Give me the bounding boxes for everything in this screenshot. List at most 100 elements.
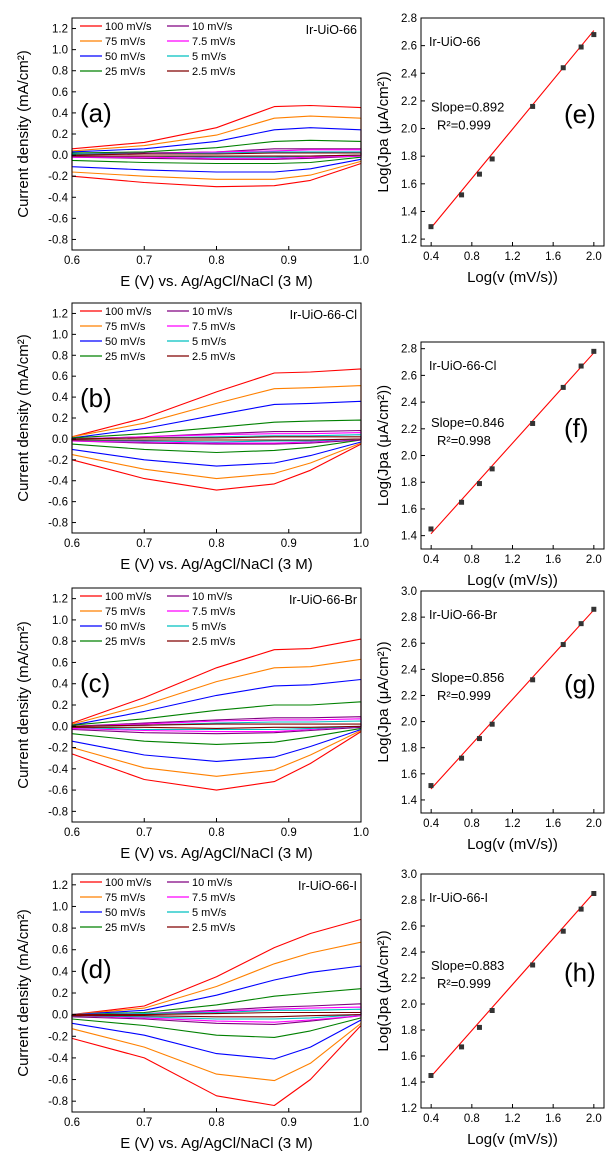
y-tick-label: -0.4	[48, 192, 68, 204]
x-tick-label: 0.4	[423, 818, 440, 830]
panel-label: (b)	[80, 383, 112, 413]
x-axis-label: Log(v (mV/s))	[467, 269, 558, 286]
fit-panel-f: 1.4 1.6 1.8 2.0 2.2 2.4 2.6 2.8 0.4 0.8 1.2 1.6 2.0 L…	[375, 341, 605, 589]
legend-label: 25 mV/s	[105, 636, 146, 648]
data-point	[459, 192, 465, 198]
cv-curve	[71, 638, 362, 791]
y-tick-label: -0.2	[48, 455, 68, 467]
slope-annotation: Slope=0.883	[431, 958, 504, 973]
sample-name: Ir-UiO-66-Br	[289, 593, 357, 607]
legend-label: 100 mV/s	[105, 877, 152, 889]
data-point	[578, 906, 584, 912]
sample-name: Ir-UiO-66	[306, 23, 357, 37]
data-point	[459, 1044, 465, 1050]
x-tick-label: 1.6	[545, 818, 561, 830]
fit-line	[430, 30, 595, 229]
data-point	[530, 420, 536, 426]
x-tick-label: 2.0	[586, 1113, 602, 1125]
slope-annotation: Slope=0.846	[431, 415, 504, 430]
x-tick-label: 0.9	[281, 538, 297, 550]
data-point	[489, 1008, 495, 1013]
data-point	[476, 1024, 482, 1030]
y-tick-label: 1.4	[401, 206, 418, 218]
legend-label: 25 mV/s	[105, 66, 146, 78]
x-tick-label: 0.7	[136, 1117, 152, 1129]
sample-name: Ir-UiO-66	[429, 35, 480, 49]
y-tick-label: -0.8	[48, 806, 68, 818]
data-point	[459, 755, 465, 761]
y-tick-label: 0.6	[52, 371, 68, 383]
y-tick-label: 1.2	[401, 1103, 417, 1115]
fit-line	[430, 609, 595, 790]
y-tick-label: -0.6	[48, 213, 68, 225]
y-tick-label: -0.8	[48, 518, 68, 530]
data-point	[591, 32, 597, 38]
x-tick-label: 1.0	[353, 255, 369, 267]
legend-label: 50 mV/s	[105, 621, 146, 633]
y-tick-label: 0.0	[52, 434, 68, 446]
cv-panel-b: -0.8 -0.6 -0.4 -0.2 0.0 0.2 0.4 0.6 0.8 1.0 1.2 0.6…	[15, 302, 369, 573]
legend-label: 7.5 mV/s	[192, 606, 236, 618]
data-point	[560, 65, 566, 71]
y-tick-label: 0.0	[52, 721, 68, 733]
y-tick-label: 0.2	[52, 413, 68, 425]
legend-label: 75 mV/s	[105, 36, 146, 48]
y-tick-label: 2.8	[401, 612, 417, 624]
legend-label: 75 mV/s	[105, 892, 146, 904]
r2-annotation: R²=0.998	[437, 433, 491, 448]
legend-label: 100 mV/s	[105, 591, 152, 603]
x-tick-label: 2.0	[586, 818, 602, 830]
legend-label: 5 mV/s	[192, 336, 227, 348]
y-tick-label: 0.8	[52, 66, 68, 78]
x-tick-label: 1.6	[545, 1113, 561, 1125]
y-axis-label: Log(Jpa (μA/cm²))	[375, 385, 392, 506]
x-tick-label: 0.8	[209, 538, 225, 550]
x-axis-label: E (V) vs. Ag/AgCl/NaCl (3 M)	[120, 1135, 313, 1152]
data-point	[591, 348, 597, 354]
x-tick-label: 1.6	[545, 554, 561, 566]
legend-label: 2.5 mV/s	[192, 636, 236, 648]
y-tick-label: 1.0	[52, 329, 68, 341]
y-tick-label: 2.2	[401, 973, 417, 985]
y-tick-label: 0.6	[52, 87, 68, 99]
cv-panel-a: -0.8 -0.6 -0.4 -0.2 0.0 0.2 0.4 0.6 0.8 1.0 1.2 0.6…	[15, 17, 369, 290]
r2-annotation: R²=0.999	[437, 688, 491, 703]
legend-label: 75 mV/s	[105, 606, 146, 618]
y-tick-label: 1.4	[401, 1077, 418, 1089]
legend-label: 100 mV/s	[105, 21, 152, 33]
y-tick-label: 2.8	[401, 895, 417, 907]
y-tick-label: 1.2	[52, 594, 68, 606]
fit-panel-g: 1.4 1.6 1.8 2.0 2.2 2.4 2.6 2.8 3.0 0.4 0.8 1.2 1.6 2…	[375, 586, 605, 853]
fit-panel-e: 1.2 1.4 1.6 1.8 2.0 2.2 2.4 2.6 2.8 0.4 0.8 1.2 1.6 2…	[375, 13, 605, 286]
x-tick-label: 0.8	[464, 251, 480, 263]
data-point	[428, 1073, 434, 1078]
data-point	[489, 721, 495, 727]
fit-line	[430, 892, 595, 1077]
panel-label: (e)	[564, 99, 596, 129]
sample-name: Ir-UiO-66-I	[429, 891, 488, 905]
x-tick-label: 0.6	[64, 1117, 80, 1129]
x-tick-label: 0.4	[423, 1113, 440, 1125]
legend-label: 7.5 mV/s	[192, 321, 236, 333]
legend-label: 50 mV/s	[105, 51, 146, 63]
y-tick-label: -0.4	[48, 1053, 68, 1065]
x-tick-label: 0.8	[464, 818, 480, 830]
y-tick-label: 1.4	[401, 531, 418, 543]
sample-name: Ir-UiO-66-Cl	[290, 308, 357, 322]
data-point	[489, 466, 495, 472]
x-tick-label: 1.6	[545, 251, 561, 263]
y-tick-label: 0.8	[52, 923, 68, 935]
y-tick-label: 1.2	[52, 308, 68, 320]
data-point	[476, 736, 482, 742]
legend-label: 5 mV/s	[192, 907, 227, 919]
y-tick-label: 2.0	[401, 717, 417, 729]
y-tick-label: 2.0	[401, 124, 417, 136]
y-tick-label: 1.6	[401, 504, 417, 516]
x-tick-label: 2.0	[586, 251, 602, 263]
data-point	[428, 224, 434, 230]
y-tick-label: 1.6	[401, 179, 417, 191]
x-axis-label: E (V) vs. Ag/AgCl/NaCl (3 M)	[120, 556, 313, 573]
y-tick-label: -0.6	[48, 785, 68, 797]
sample-name: Ir-UiO-66-Cl	[429, 359, 496, 373]
legend-label: 10 mV/s	[192, 306, 233, 318]
